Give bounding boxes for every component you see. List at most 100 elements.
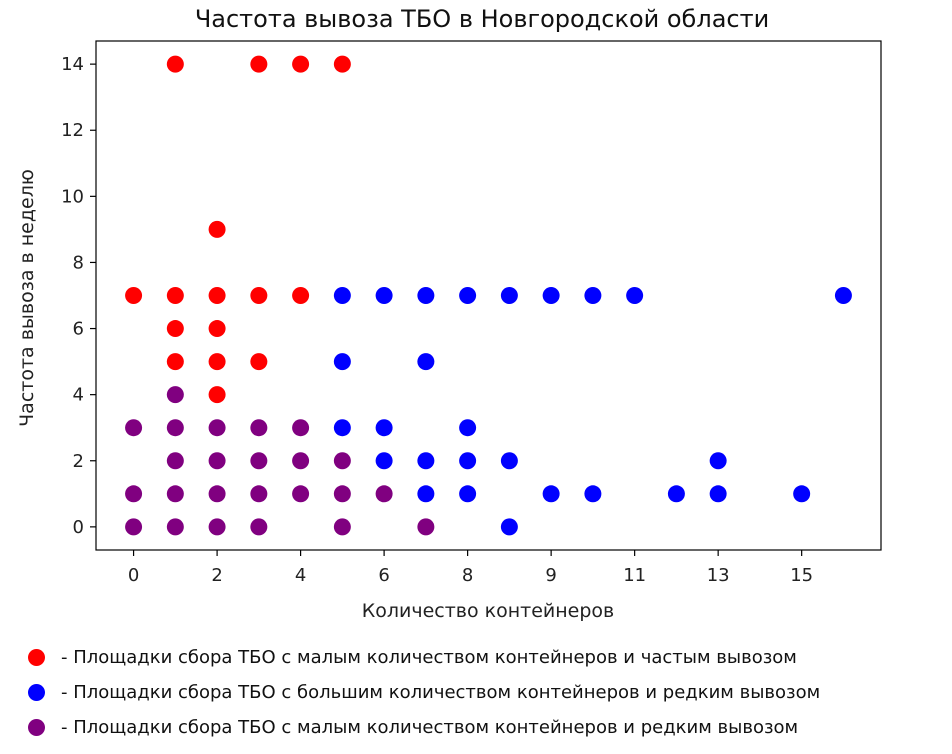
x-tick-label: 13 [707,565,730,586]
y-tick-label: 14 [61,54,84,75]
data-point [166,287,184,304]
legend-marker-red [28,649,45,666]
data-point [626,287,644,304]
data-point [166,452,184,470]
legend-item-frequent-small: - Площадки сбора ТБО с малым количеством… [28,640,820,675]
data-point [584,287,602,304]
legend-label: - Площадки сбора ТБО с малым количеством… [61,647,797,668]
y-axis: 0 2 4 6 8 10 12 14 [61,54,96,538]
plot-area-frame [95,40,882,551]
data-point [208,452,226,470]
data-point [125,287,143,304]
data-point [250,518,268,536]
data-point [208,485,226,503]
data-point [125,419,143,437]
data-point [417,353,435,371]
scatter-chart: Частота вывоза ТБО в Новгородской област… [16,5,882,622]
y-axis-label: Частота вывоза в неделю [16,169,38,427]
data-point [250,55,268,73]
data-point [667,485,685,503]
data-point [542,287,560,304]
data-point [250,485,268,503]
data-point [292,287,310,304]
legend-label: - Площадки сбора ТБО с малым количеством… [61,717,799,738]
data-point [292,485,310,503]
data-point [333,419,351,437]
data-point [417,518,435,536]
data-point [208,320,226,338]
legend: - Площадки сбора ТБО с малым количеством… [28,640,820,745]
data-point [208,287,226,304]
x-tick-label: 0 [128,565,139,586]
x-axis: 0 2 4 6 8 9 11 13 15 [128,550,813,586]
data-point [250,353,268,371]
data-point [292,419,310,437]
data-point [250,452,268,470]
data-point [208,386,226,404]
data-point [542,485,560,503]
data-point [292,55,310,73]
data-point [208,220,226,238]
legend-label: - Площадки сбора ТБО с большим количеств… [61,682,821,703]
data-point [208,518,226,536]
y-tick-label: 2 [73,451,84,472]
data-point [292,452,310,470]
data-point [459,287,477,304]
data-point [417,287,435,304]
data-point [333,287,351,304]
x-tick-label: 2 [211,565,222,586]
data-point [333,518,351,536]
data-point [375,287,393,304]
data-point [333,353,351,371]
data-point [709,485,727,503]
legend-marker-blue [28,684,45,701]
x-tick-label: 4 [295,565,306,586]
data-point [709,452,727,470]
y-tick-label: 6 [73,319,84,340]
data-point [333,55,351,73]
x-tick-label: 15 [790,565,813,586]
y-tick-label: 4 [73,385,84,406]
y-tick-label: 0 [73,517,84,538]
legend-item-rare-small: - Площадки сбора ТБО с малым количеством… [28,710,820,745]
data-point [333,485,351,503]
data-point [250,287,268,304]
x-tick-label: 11 [623,565,646,586]
data-point [834,287,852,304]
data-point [584,485,602,503]
data-point [459,419,477,437]
data-point [375,452,393,470]
x-tick-label: 8 [462,565,473,586]
x-tick-label: 6 [378,565,389,586]
y-tick-label: 8 [73,252,84,273]
x-axis-label: Количество контейнеров [362,600,615,622]
data-point [166,419,184,437]
data-point [166,518,184,536]
data-point [208,353,226,371]
data-point [417,452,435,470]
data-point [125,485,143,503]
data-point [459,485,477,503]
legend-item-rare-large: - Площадки сбора ТБО с большим количеств… [28,675,820,710]
chart-title: Частота вывоза ТБО в Новгородской област… [195,5,769,33]
data-points [125,55,852,536]
data-point [417,485,435,503]
data-point [166,320,184,338]
data-point [166,485,184,503]
legend-marker-purple [28,719,45,736]
data-point [208,419,226,437]
data-point [500,287,518,304]
data-point [250,419,268,437]
data-point [166,55,184,73]
data-point [375,419,393,437]
data-point [125,518,143,536]
data-point [459,452,477,470]
data-point [500,452,518,470]
data-point [166,353,184,371]
data-point [793,485,811,503]
x-tick-label: 9 [545,565,556,586]
data-point [375,485,393,503]
y-tick-label: 10 [61,186,84,207]
data-point [333,452,351,470]
data-point [500,518,518,536]
